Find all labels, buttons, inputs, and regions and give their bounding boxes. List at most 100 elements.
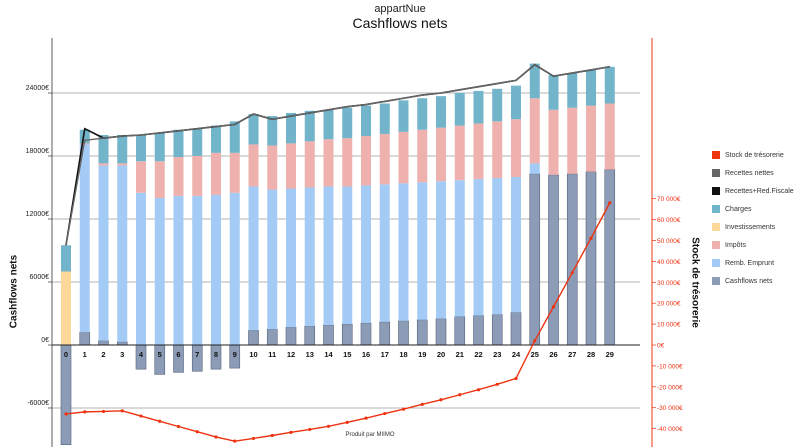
bar-emprunt	[417, 182, 428, 320]
stock-point	[551, 305, 556, 309]
stock-point	[101, 409, 106, 414]
stock-point	[158, 419, 162, 423]
legend-item-stock: Stock de trésorerie	[712, 146, 794, 164]
bar-impots	[586, 105, 596, 172]
bar-emprunt	[173, 195, 184, 345]
bar-impots	[154, 161, 165, 198]
bar-cashflow	[304, 325, 316, 346]
bar-charges	[529, 63, 540, 99]
bar-impots	[398, 131, 409, 184]
x-tick-label: 5	[158, 350, 162, 359]
bar-charges	[211, 125, 221, 153]
bar-emprunt	[192, 195, 203, 345]
bar-emprunt	[492, 178, 503, 315]
x-tick-label: 14	[324, 350, 333, 359]
bar-charges	[398, 100, 409, 132]
bar-emprunt	[136, 192, 146, 345]
x-tick-label: 17	[381, 350, 389, 359]
stock-point	[514, 376, 518, 381]
bar-charges	[473, 90, 484, 124]
bar-cashflow	[360, 322, 372, 346]
bar-charges	[342, 107, 353, 139]
legend-item-charges: Charges	[712, 200, 794, 218]
y-tick-label: 0€	[41, 337, 49, 344]
bar-cashflow	[323, 324, 334, 346]
x-tick-label: 25	[531, 350, 539, 359]
bar-charges	[304, 110, 315, 142]
stock-point	[345, 420, 349, 424]
bar-impots	[136, 161, 146, 193]
y2-tick-label: 10 000€	[657, 322, 681, 329]
legend-label: Impôts	[725, 241, 747, 249]
stock-point	[458, 393, 462, 397]
stock-point	[233, 439, 237, 443]
stock-point	[120, 409, 124, 413]
legend-item-recettes_red: Recettes+Red.Fiscale	[712, 182, 794, 200]
stock-point	[570, 271, 574, 275]
bar-emprunt	[98, 165, 109, 341]
bar-cashflow	[491, 314, 503, 346]
x-tick-label: 6	[176, 350, 180, 359]
bar-charges	[286, 112, 296, 144]
x-tick-label: 18	[399, 350, 407, 359]
x-tick-label: 22	[474, 350, 482, 359]
bar-impots	[286, 143, 296, 189]
bar-impots	[492, 121, 503, 179]
x-tick-label: 11	[268, 350, 276, 359]
bar-charges	[361, 105, 371, 137]
bar-charges	[173, 129, 184, 158]
bar-cashflow	[510, 312, 522, 346]
legend-swatch	[712, 259, 720, 267]
stock-point	[214, 435, 218, 439]
x-tick-label: 20	[437, 350, 445, 359]
bar-impots	[229, 152, 240, 193]
bar-emprunt	[436, 181, 446, 319]
legend-label: Cashflows nets	[725, 277, 773, 285]
bar-cashflow	[266, 328, 278, 346]
y-tick-label: 18000€	[26, 148, 49, 155]
legend-swatch	[712, 151, 720, 159]
y-axis-left-label: Cashflows nets	[8, 254, 20, 329]
bar-cashflow	[604, 169, 616, 346]
x-tick-label: 2	[101, 350, 105, 359]
bar-impots	[192, 156, 203, 196]
bar-cashflow	[398, 320, 409, 346]
legend-label: Recettes nettes	[725, 169, 774, 177]
y2-tick-label: -30 000€	[657, 405, 683, 412]
stock-point	[251, 436, 256, 441]
bar-charges	[492, 88, 503, 122]
stock-point	[270, 433, 274, 438]
bar-cashflow	[248, 329, 259, 346]
x-tick-label: 28	[587, 350, 595, 359]
stock-point	[476, 388, 481, 392]
stock-point	[139, 414, 143, 418]
bar-charges	[604, 66, 615, 104]
bar-emprunt	[529, 163, 540, 174]
y-tick-label: 12000€	[26, 211, 49, 218]
bar-impots	[211, 152, 221, 195]
bar-emprunt	[511, 177, 521, 313]
chart-legend: Stock de trésorerie Recettes nettes Recett…	[712, 146, 794, 290]
bar-charges	[154, 132, 165, 162]
y-tick-label: 6000€	[30, 274, 50, 281]
bar-impots	[604, 103, 615, 170]
stock-point	[589, 236, 593, 240]
x-tick-label: 0	[64, 350, 68, 359]
x-tick-label: 29	[606, 350, 614, 359]
y2-tick-label: 60 000€	[657, 217, 681, 224]
stock-point	[383, 411, 387, 416]
y2-tick-label: 0€	[657, 343, 665, 350]
bar-cashflow	[341, 323, 353, 346]
bar-impots	[529, 98, 540, 164]
legend-label: Stock de trésorerie	[725, 151, 784, 159]
bar-investissements	[61, 271, 71, 345]
bar-impots	[323, 139, 334, 187]
x-tick-label: 4	[139, 350, 144, 359]
bar-charges	[267, 116, 278, 146]
x-tick-label: 7	[195, 350, 199, 359]
legend-item-emprunt: Remb. Emprunt	[712, 254, 794, 272]
bar-impots	[417, 129, 428, 183]
bar-cashflow	[548, 174, 559, 346]
y-axis-right-label: Stock de trésorerie	[689, 237, 701, 328]
stock-point	[608, 201, 612, 205]
